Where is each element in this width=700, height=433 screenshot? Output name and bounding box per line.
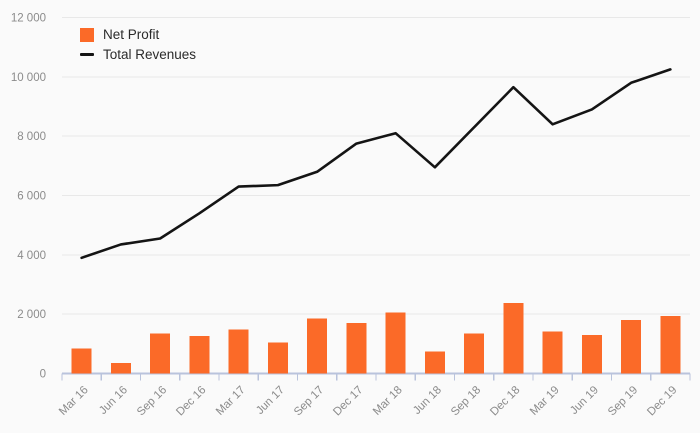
x-axis-category-label: Sep 16 xyxy=(135,384,169,418)
net-profit-bar[interactable] xyxy=(267,342,288,374)
x-axis-category-label: Sep 18 xyxy=(449,384,483,418)
net-profit-bar[interactable] xyxy=(150,333,171,374)
net-profit-bar[interactable] xyxy=(621,320,642,374)
legend-item-total-revenues[interactable]: Total Revenues xyxy=(80,47,196,62)
y-axis-tick-label: 10 000 xyxy=(11,72,46,84)
x-axis-category-label: Jun 18 xyxy=(411,384,444,417)
net-profit-bar[interactable] xyxy=(503,302,524,374)
x-axis-category-label: Mar 17 xyxy=(214,384,248,418)
y-axis-tick-label: 2 000 xyxy=(17,309,46,321)
legend: Net Profit Total Revenues xyxy=(80,27,196,62)
x-axis-category-label: Sep 19 xyxy=(606,384,640,418)
x-axis-category-label: Dec 19 xyxy=(645,384,679,418)
x-axis-category-label: Mar 16 xyxy=(57,384,91,418)
net-profit-bar[interactable] xyxy=(542,331,563,374)
legend-label-net-profit: Net Profit xyxy=(103,27,160,42)
net-profit-bar[interactable] xyxy=(307,318,328,374)
net-profit-bar[interactable] xyxy=(228,329,249,374)
x-axis-category-label: Mar 19 xyxy=(528,384,562,418)
x-axis-category-label: Dec 16 xyxy=(174,384,208,418)
net-profit-swatch-icon xyxy=(80,27,94,42)
legend-item-net-profit[interactable]: Net Profit xyxy=(80,27,196,42)
net-profit-bar[interactable] xyxy=(424,351,445,374)
legend-label-total-revenues: Total Revenues xyxy=(103,47,197,62)
net-profit-bar[interactable] xyxy=(660,315,681,374)
x-axis-category-label: Jun 17 xyxy=(254,384,287,417)
y-axis-tick-label: 4 000 xyxy=(17,250,46,262)
x-axis-category-label: Sep 17 xyxy=(292,384,326,418)
y-axis-tick-label: 6 000 xyxy=(17,191,46,203)
net-profit-bar[interactable] xyxy=(189,335,210,374)
total-revenues-line-icon xyxy=(80,53,94,56)
net-profit-bar[interactable] xyxy=(385,312,406,374)
x-axis-category-label: Mar 18 xyxy=(371,384,405,418)
net-profit-bar[interactable] xyxy=(110,362,131,374)
y-axis-tick-label: 8 000 xyxy=(17,131,46,143)
y-axis-tick-label: 0 xyxy=(40,369,46,381)
total-revenues-line[interactable] xyxy=(80,68,672,260)
x-axis-category-label: Dec 17 xyxy=(331,384,365,418)
net-profit-bar[interactable] xyxy=(71,348,92,374)
y-axis-tick-label: 12 000 xyxy=(11,13,46,25)
x-axis-category-label: Jun 16 xyxy=(97,384,130,417)
x-axis-category-label: Jun 19 xyxy=(568,384,601,417)
x-axis-category-label: Dec 18 xyxy=(488,384,522,418)
net-profit-bar[interactable] xyxy=(464,333,485,374)
net-profit-bar[interactable] xyxy=(346,322,367,374)
net-profit-bar[interactable] xyxy=(581,335,602,374)
